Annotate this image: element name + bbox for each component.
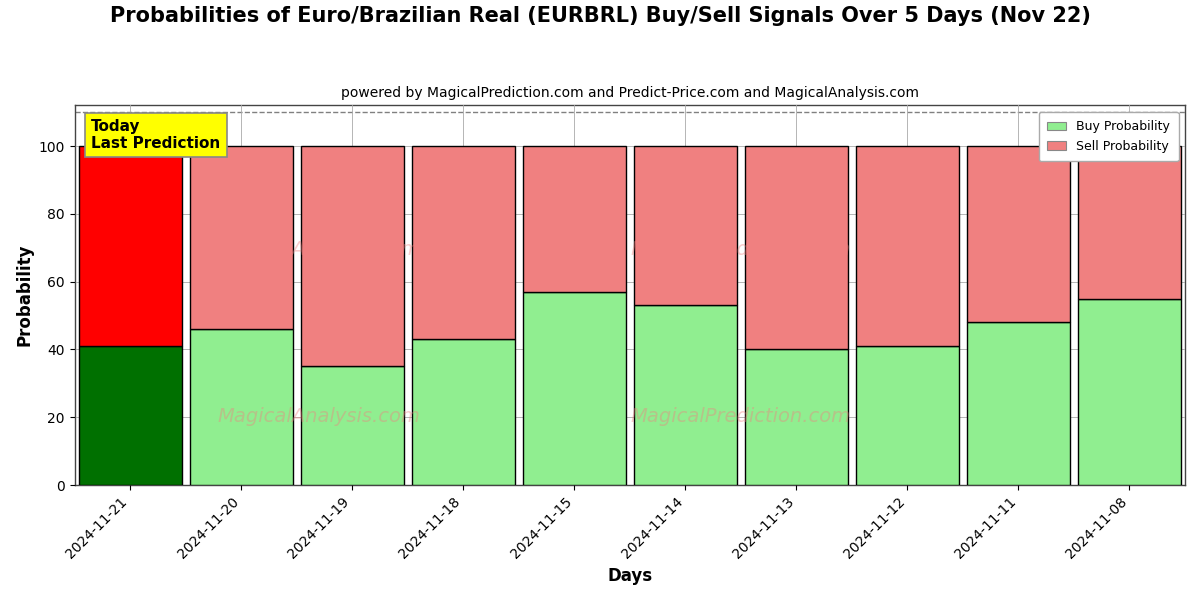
- Bar: [967, 322, 1070, 485]
- Bar: [745, 146, 848, 349]
- Title: powered by MagicalPrediction.com and Predict-Price.com and MagicalAnalysis.com: powered by MagicalPrediction.com and Pre…: [341, 86, 919, 100]
- Bar: [634, 305, 737, 485]
- Text: Probabilities of Euro/Brazilian Real (EURBRL) Buy/Sell Signals Over 5 Days (Nov : Probabilities of Euro/Brazilian Real (EU…: [109, 6, 1091, 26]
- Bar: [78, 146, 182, 346]
- Bar: [190, 329, 293, 485]
- Bar: [1078, 299, 1181, 485]
- Bar: [745, 349, 848, 485]
- Bar: [1078, 146, 1181, 299]
- Bar: [190, 146, 293, 329]
- Bar: [523, 292, 626, 485]
- Y-axis label: Probability: Probability: [16, 244, 34, 346]
- Text: MagicalAnalysis.com: MagicalAnalysis.com: [217, 407, 420, 426]
- Bar: [412, 339, 515, 485]
- Bar: [412, 146, 515, 339]
- Bar: [856, 146, 959, 346]
- Bar: [301, 367, 404, 485]
- Bar: [967, 146, 1070, 322]
- X-axis label: Days: Days: [607, 567, 653, 585]
- Bar: [78, 346, 182, 485]
- Legend: Buy Probability, Sell Probability: Buy Probability, Sell Probability: [1039, 112, 1178, 161]
- Bar: [523, 146, 626, 292]
- Bar: [856, 346, 959, 485]
- Bar: [301, 146, 404, 367]
- Bar: [634, 146, 737, 305]
- Text: MagicalAnalysis.com: MagicalAnalysis.com: [217, 240, 420, 259]
- Text: MagicalPrediction.com: MagicalPrediction.com: [631, 407, 851, 426]
- Text: MagicalPrediction.com: MagicalPrediction.com: [631, 240, 851, 259]
- Text: Today
Last Prediction: Today Last Prediction: [91, 119, 221, 151]
